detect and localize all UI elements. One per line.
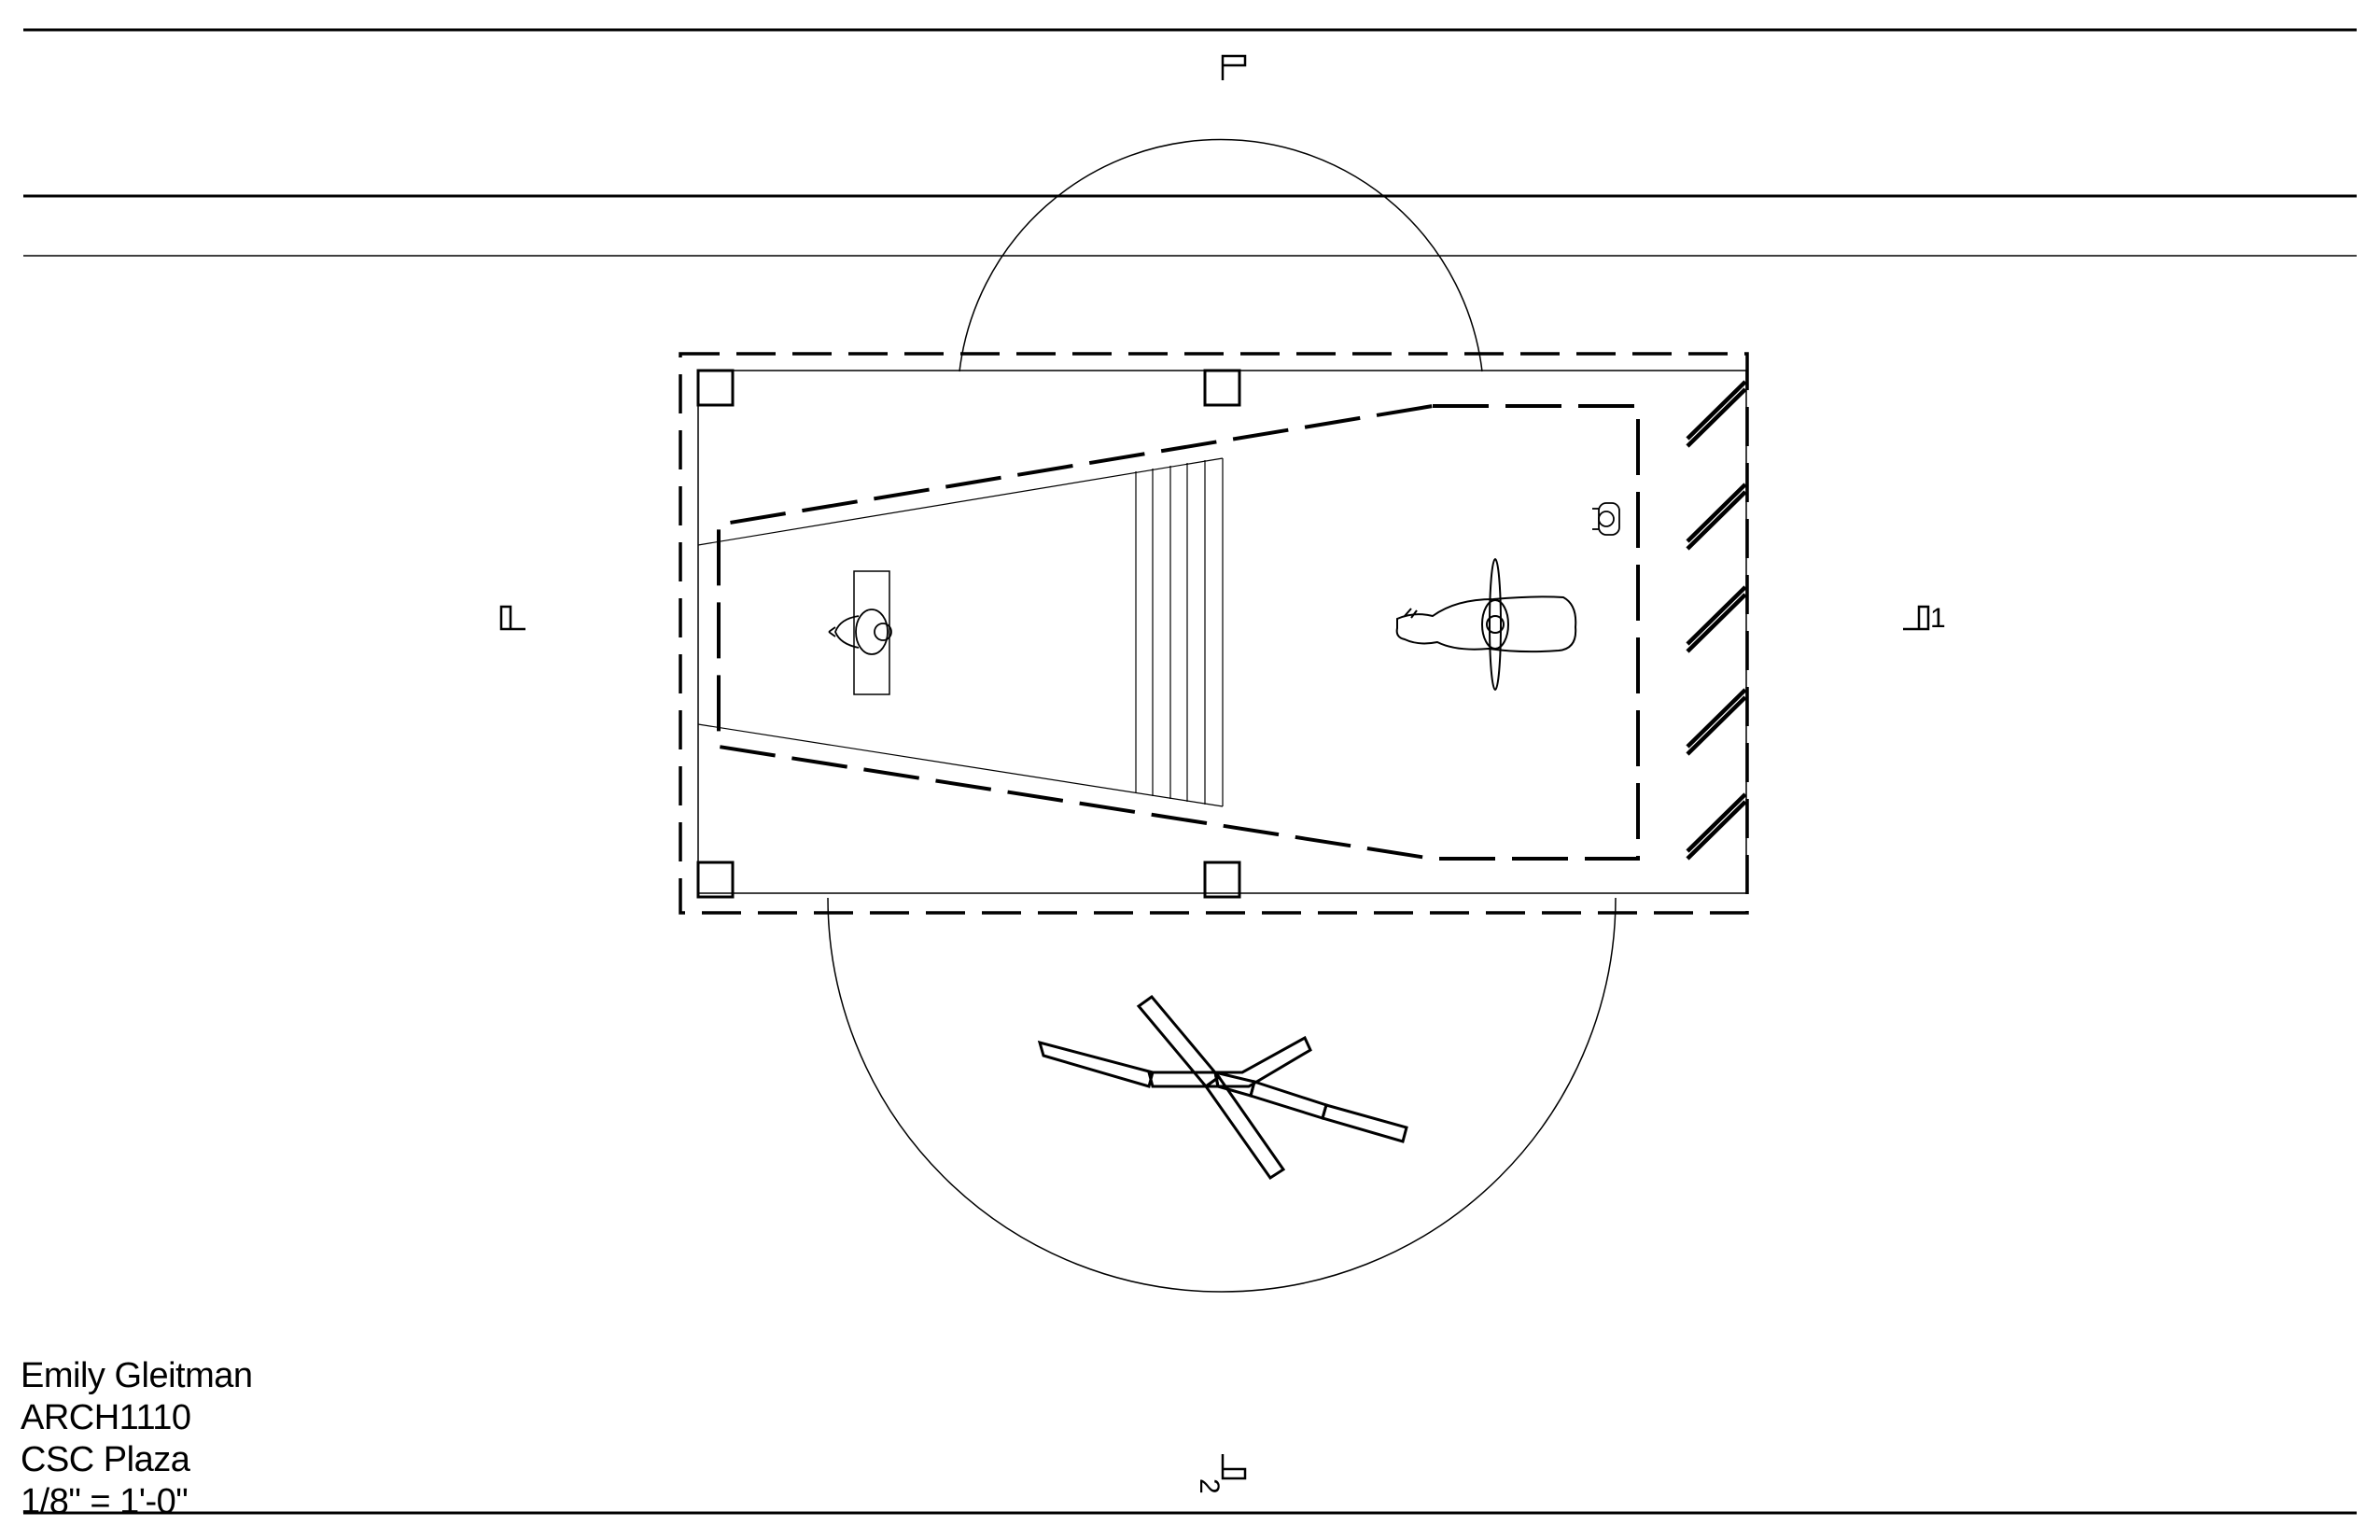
elevation-marker-north: [1221, 54, 1247, 80]
north-plaza-arc: [959, 138, 1483, 372]
author-name: Emily Gleitman: [21, 1356, 253, 1395]
course-code: ARCH1110: [21, 1398, 191, 1437]
south-plaza-arc: [827, 897, 1617, 1293]
column-ne: [1203, 369, 1241, 407]
upper-guide-line: [697, 457, 1224, 546]
section-marker-2-label: 2: [1194, 1478, 1225, 1494]
seated-person-figure: [828, 609, 892, 655]
lower-guide-line: [697, 723, 1224, 807]
elevation-marker-west: [499, 605, 525, 631]
column-nw: [696, 369, 735, 407]
stair-treads: [1135, 458, 1224, 806]
outer-dashed-enclosure: [679, 352, 1749, 915]
bench: [853, 570, 890, 695]
drawing-scale: 1/8" = 1'-0": [21, 1482, 189, 1521]
section-marker-1: [1903, 605, 1930, 631]
east-slats: [1686, 380, 1747, 861]
column-sw: [696, 861, 735, 899]
title-block: Emily Gleitman ARCH1110 CSC Plaza 1/8" =…: [21, 1355, 253, 1523]
horse-rider-figure: [1395, 558, 1577, 691]
project-name: CSC Plaza: [21, 1440, 190, 1479]
column-se: [1203, 861, 1241, 899]
small-person-figure: [1592, 502, 1620, 536]
section-marker-1-label: 1: [1930, 603, 1946, 634]
section-marker-2: [1221, 1454, 1247, 1480]
plaza-sculpture: [1037, 994, 1408, 1181]
